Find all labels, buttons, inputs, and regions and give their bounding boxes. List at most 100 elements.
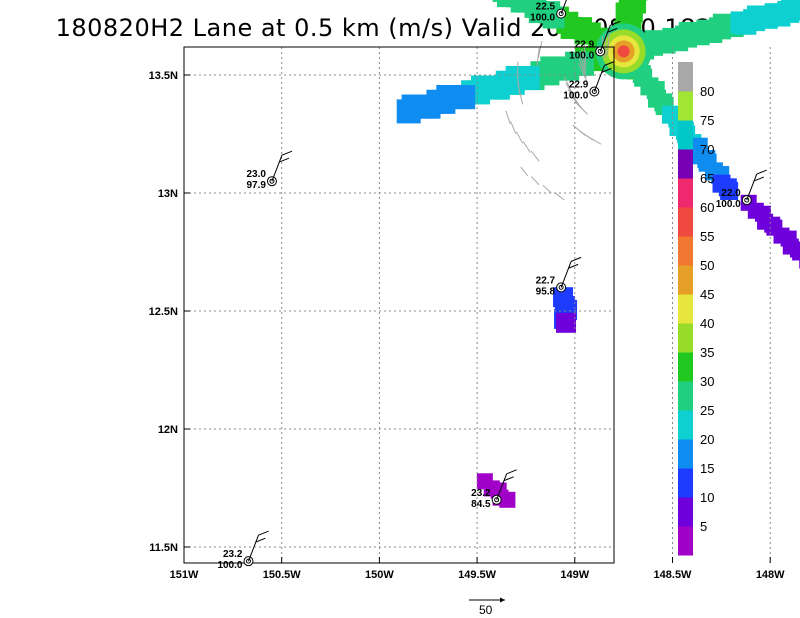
reference-vector-label: 50 [479, 603, 493, 617]
colorbar-label: 35 [700, 345, 714, 360]
wind-cell [792, 244, 800, 261]
dropsonde-obs-8: 22.795.8 [536, 256, 582, 297]
dropsonde-observations: 22.698.923.391.922.5100.022.9100.022.910… [217, 0, 767, 571]
obs-rh: 100.0 [563, 91, 588, 102]
wind-cell [798, 0, 800, 17]
lon-tick-label: 148.5W [654, 569, 693, 581]
wind-barb [746, 173, 758, 201]
colorbar-segment [678, 149, 693, 179]
wind-swaths [396, 0, 800, 508]
colorbar-label: 10 [700, 490, 714, 505]
dropsonde-obs-10: 23.284.5 [471, 469, 517, 510]
lat-tick-label: 13N [158, 188, 178, 200]
colorbar-segment [678, 120, 693, 150]
colorbar-label: 55 [700, 229, 714, 244]
lon-tick-label: 150.5W [263, 569, 302, 581]
wind-vector [530, 176, 540, 186]
colorbar-segment [678, 62, 693, 92]
axis-ticks: 15.5N15N14.5N14N13.5N13N12.5N12N11.5N151… [149, 70, 786, 581]
obs-temperature: 23.2 [223, 549, 243, 560]
wind-vector [578, 63, 588, 83]
colorbar-segment [678, 497, 693, 527]
colorbar-segment [678, 526, 693, 556]
lat-tick-label: 13.5N [149, 70, 178, 82]
colorbar-segment [678, 178, 693, 208]
obs-rh: 95.8 [536, 286, 556, 297]
dropsonde-obs-6: 23.097.9 [246, 150, 293, 191]
wind-barb [560, 0, 567, 14]
lon-tick-label: 150W [365, 569, 394, 581]
colorbar-segment [678, 294, 693, 324]
colorbar: 5 10 15 20 25 30 35 40 45 50 55 60 65 70 75 80 [678, 62, 714, 556]
wind-vector [520, 166, 529, 177]
colorbar-label: 75 [700, 113, 714, 128]
colorbar-label: 5 [700, 519, 707, 534]
wind-barb [496, 473, 508, 500]
colorbar-label: 45 [700, 287, 714, 302]
colorbar-segment [678, 207, 693, 237]
colorbar-segment [678, 381, 693, 411]
wind-vector [510, 121, 517, 134]
wind-vector [522, 141, 531, 153]
wind-cell [556, 312, 577, 333]
obs-temperature: 23.0 [246, 169, 266, 180]
wind-barb [593, 65, 605, 92]
wind-vector [574, 101, 588, 115]
lon-tick-label: 149.5W [458, 569, 497, 581]
colorbar-label: 60 [700, 200, 714, 215]
wind-vector [586, 135, 602, 145]
plot-frame [183, 46, 615, 564]
wind-vector [518, 89, 524, 105]
wind-cell [620, 0, 645, 10]
lon-tick-label: 151W [170, 569, 199, 581]
lat-tick-label: 11.5N [149, 542, 178, 554]
colorbar-label: 50 [700, 258, 714, 273]
colorbar-label: 70 [700, 142, 714, 157]
wind-vector [536, 48, 540, 66]
wind-vector [555, 192, 565, 201]
lon-tick-label: 148W [756, 569, 785, 581]
obs-temperature: 22.5 [536, 2, 556, 13]
wind-barb [271, 155, 283, 182]
core-ring [617, 45, 630, 58]
colorbar-label: 65 [700, 171, 714, 186]
wind-barb [248, 534, 259, 562]
colorbar-segment [678, 439, 693, 469]
lon-tick-label: 149W [560, 569, 589, 581]
obs-temperature: 23.2 [471, 488, 491, 499]
reference-vector: 50 [469, 597, 505, 617]
wind-cell [396, 99, 421, 124]
colorbar-label: 30 [700, 374, 714, 389]
wind-cell [789, 0, 800, 21]
obs-temperature: 22.7 [536, 275, 556, 286]
obs-temperature: 22.9 [569, 80, 589, 91]
wind-cell [720, 182, 739, 200]
wind-vector [564, 76, 574, 95]
colorbar-label: 80 [700, 84, 714, 99]
colorbar-segment [678, 323, 693, 353]
wind-vector [578, 58, 587, 78]
obs-temperature: 22.9 [575, 39, 595, 50]
obs-rh: 100.0 [716, 199, 741, 210]
wind-barb [599, 25, 611, 52]
wind-cell [499, 491, 516, 508]
colorbar-label: 25 [700, 403, 714, 418]
colorbar-label: 20 [700, 432, 714, 447]
obs-rh: 100.0 [569, 50, 594, 61]
obs-temperature: 22.0 [721, 188, 741, 199]
colorbar-label: 40 [700, 316, 714, 331]
colorbar-segment [678, 468, 693, 498]
wind-vector [515, 131, 523, 144]
wind-vector [542, 185, 552, 194]
obs-rh: 100.0 [217, 560, 242, 571]
wind-vector [607, 31, 610, 55]
lat-tick-label: 12.5N [149, 306, 178, 318]
obs-rh: 97.9 [246, 180, 266, 191]
wind-vector [530, 150, 540, 162]
colorbar-segment [678, 410, 693, 440]
